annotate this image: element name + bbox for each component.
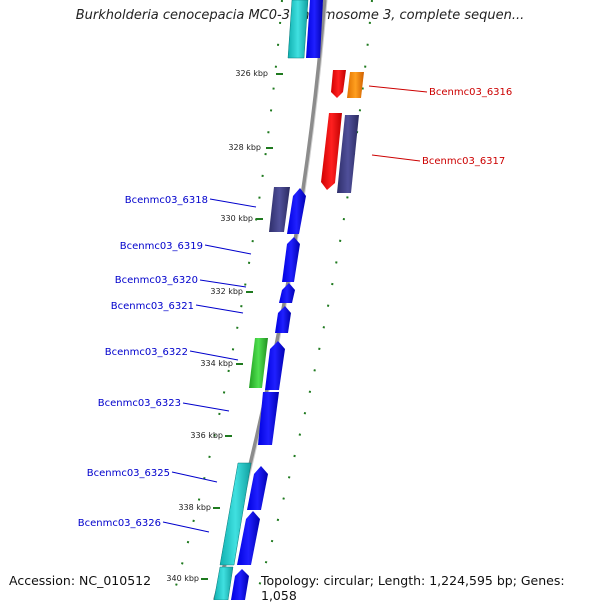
gene-blue-6321[interactable] <box>275 306 291 333</box>
gene-label-6321[interactable]: Bcenmc03_6321 <box>111 301 194 312</box>
gene-red-6316[interactable] <box>331 70 346 98</box>
gene-blue-6318[interactable] <box>287 188 306 234</box>
gene-blue-6320[interactable] <box>279 283 295 303</box>
gene-label-6317[interactable]: Bcenmc03_6317 <box>422 156 505 167</box>
gene-orange-small[interactable] <box>347 72 364 98</box>
gene-red-6317[interactable] <box>321 113 342 190</box>
gene-label-6326[interactable]: Bcenmc03_6326 <box>78 518 161 529</box>
kbp-label-334: 334 kbp <box>200 359 233 368</box>
gene-blue-top[interactable] <box>306 0 323 58</box>
gene-green-6322[interactable] <box>249 338 268 388</box>
kbp-label-340: 340 kbp <box>166 574 199 583</box>
kbp-tick-marks <box>201 73 283 580</box>
gene-label-6319[interactable]: Bcenmc03_6319 <box>120 241 203 252</box>
gene-cyan-bottom[interactable] <box>213 566 234 600</box>
leader-lines <box>162 85 428 533</box>
gene-blue-6319[interactable] <box>282 237 300 282</box>
gene-label-6318[interactable]: Bcenmc03_6318 <box>125 195 208 206</box>
kbp-label-330: 330 kbp <box>220 214 253 223</box>
gene-blue-6323[interactable] <box>258 392 279 445</box>
gene-darkblue-6318[interactable] <box>269 187 290 232</box>
gene-blue-6326[interactable] <box>237 511 260 565</box>
kbp-label-328: 328 kbp <box>228 143 261 152</box>
gene-cyan-top[interactable] <box>287 0 309 59</box>
gene-blue-6325[interactable] <box>247 466 268 510</box>
gene-cyan-6325[interactable] <box>219 462 252 566</box>
gene-label-6322[interactable]: Bcenmc03_6322 <box>105 347 188 358</box>
gene-darkblue-right[interactable] <box>337 115 359 193</box>
kbp-label-332: 332 kbp <box>210 287 243 296</box>
gene-blue-bottom[interactable] <box>231 569 249 600</box>
kbp-label-336: 336 kbp <box>190 431 223 440</box>
topology-text: Topology: circular; Length: 1,224,595 bp… <box>261 573 565 603</box>
gene-label-6320[interactable]: Bcenmc03_6320 <box>115 275 198 286</box>
gene-label-6325[interactable]: Bcenmc03_6325 <box>87 468 170 479</box>
kbp-label-338: 338 kbp <box>178 503 211 512</box>
gene-label-6316[interactable]: Bcenmc03_6316 <box>429 87 512 98</box>
kbp-label-326: 326 kbp <box>235 69 268 78</box>
gene-blue-6322[interactable] <box>265 341 285 390</box>
accession-text: Accession: NC_010512 <box>9 573 152 588</box>
gene-label-6323[interactable]: Bcenmc03_6323 <box>98 398 181 409</box>
